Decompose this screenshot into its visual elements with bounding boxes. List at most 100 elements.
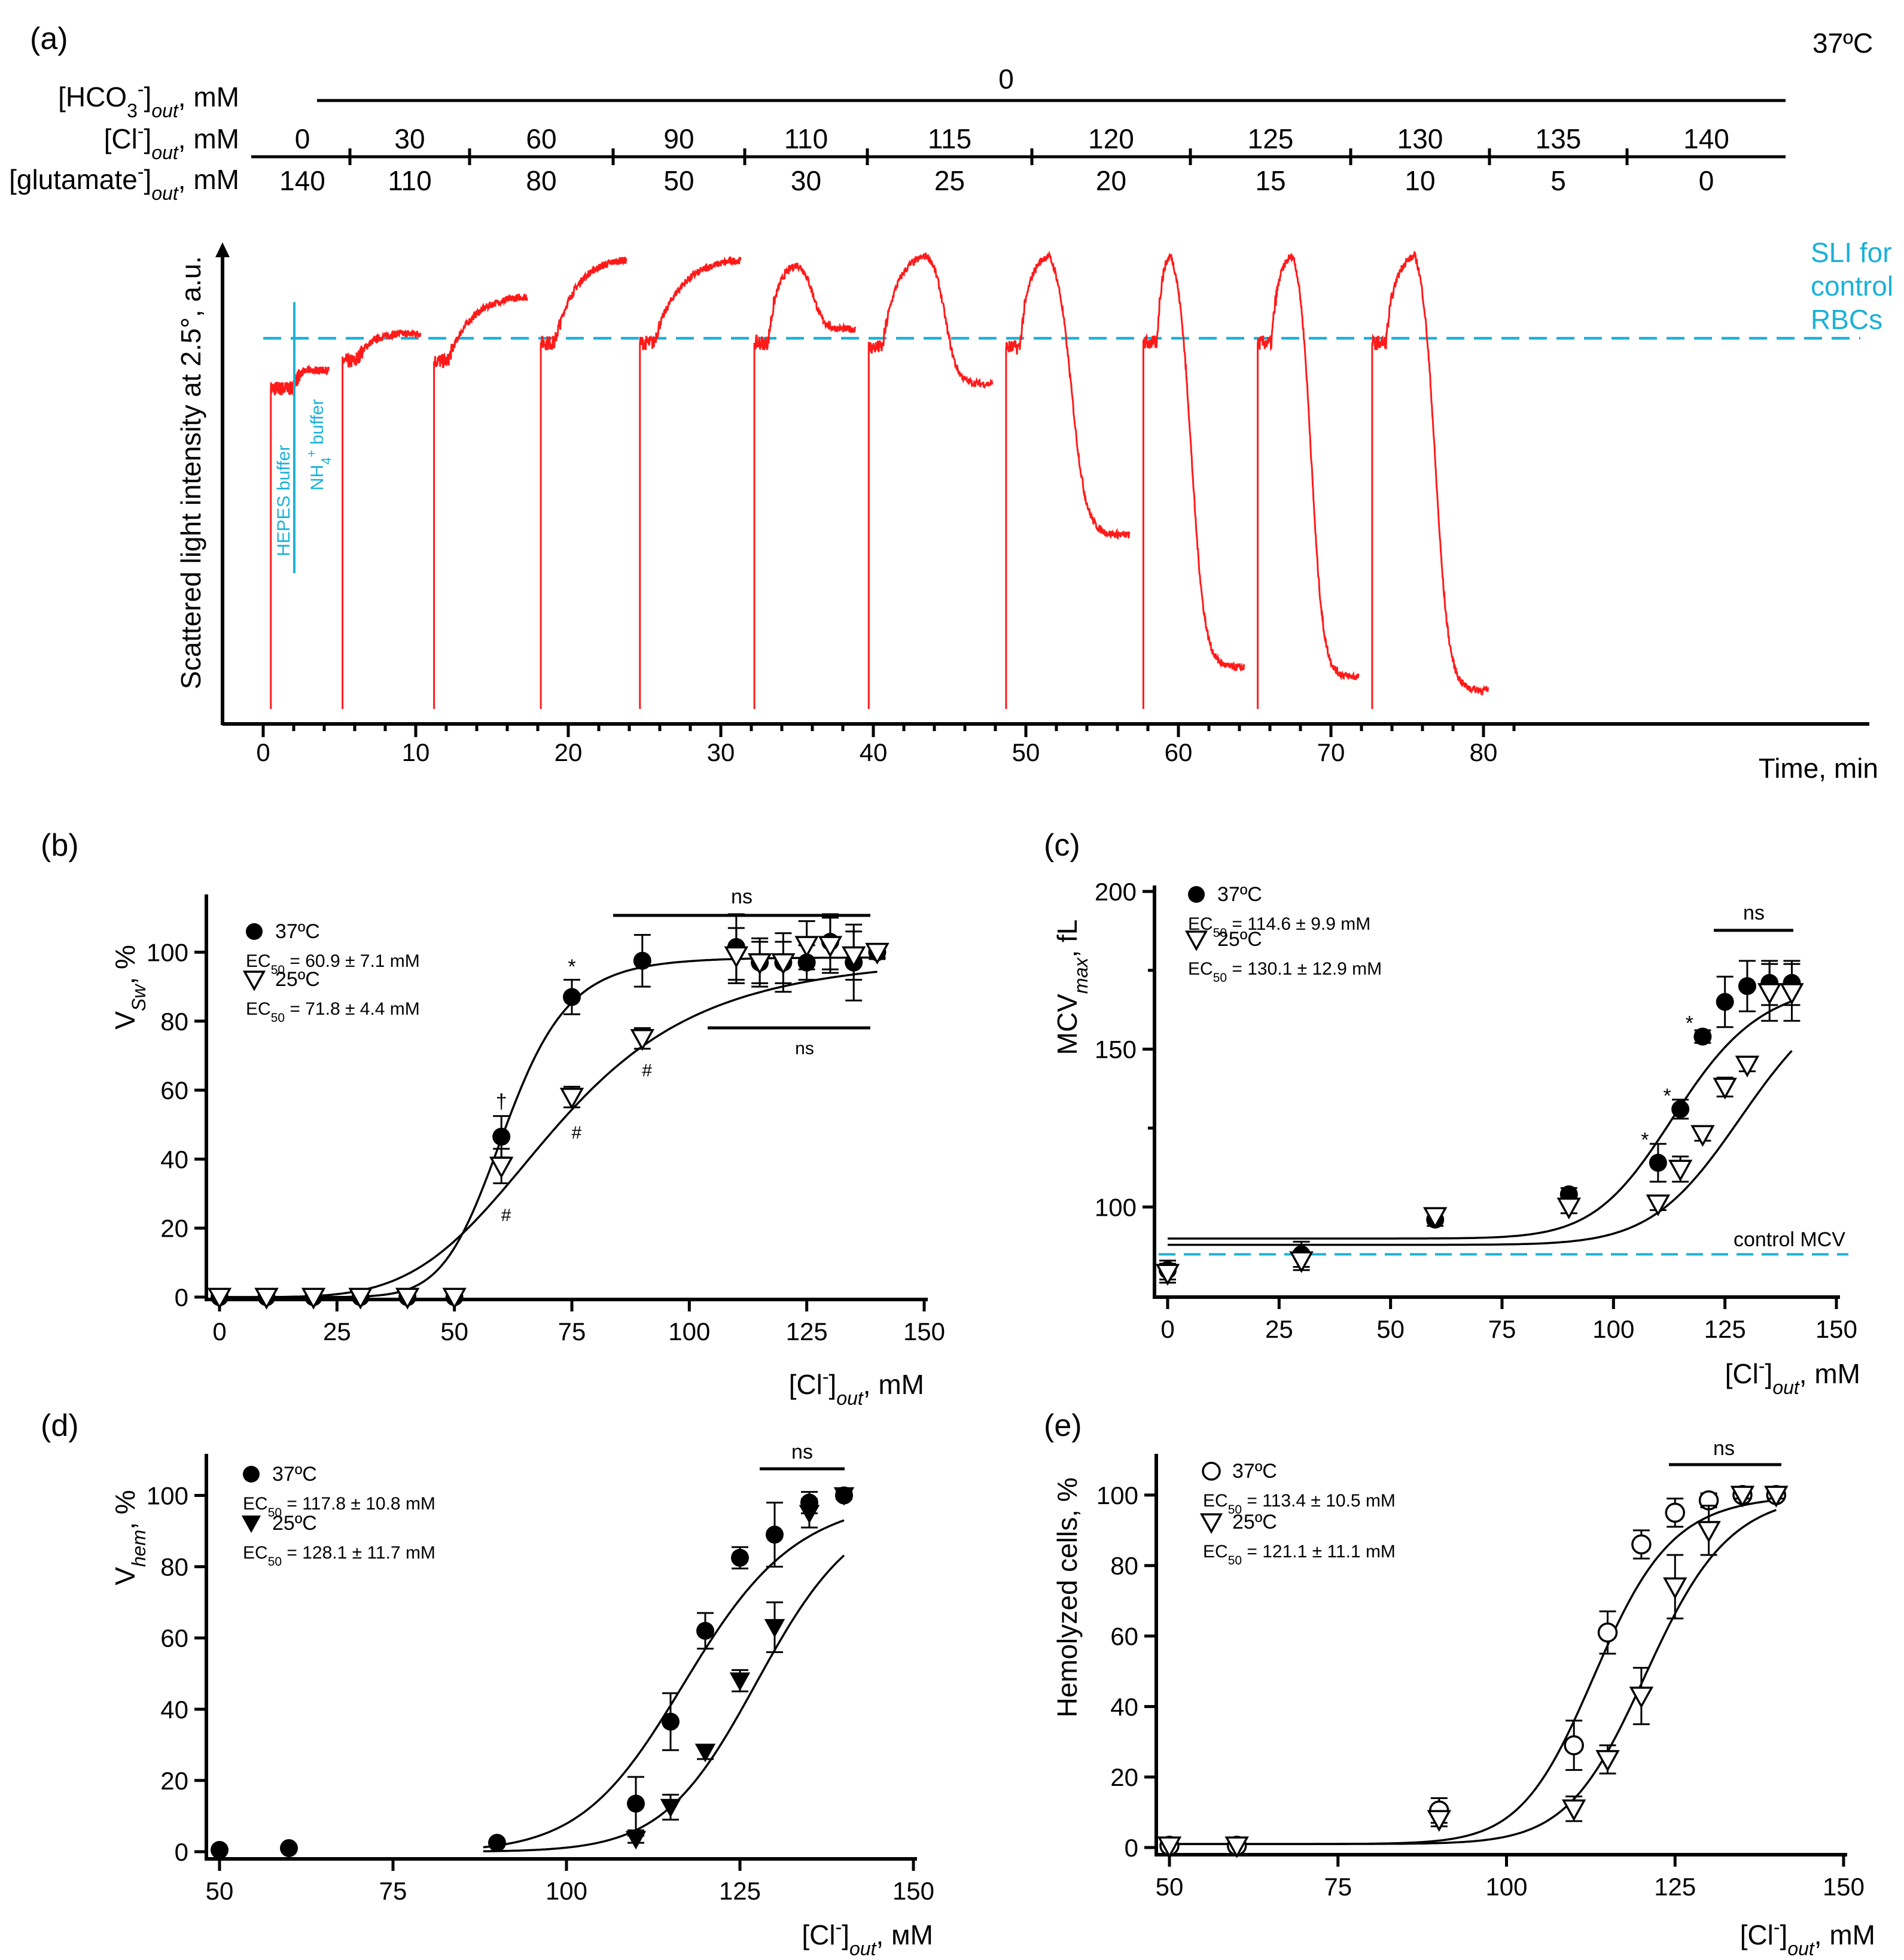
panel-c-point-1 (1289, 1251, 1314, 1273)
panel-e-legend-s2-ec50: EC50 = 121.1 ± 11.1 mM (1203, 1542, 1396, 1568)
panel-c-point-1 (1556, 1197, 1582, 1220)
panel-b-hash-1: # (501, 1206, 511, 1225)
panel-e-y-tick-label: 60 (1110, 1623, 1138, 1651)
cl-value: 125 (1248, 123, 1294, 154)
panel-e-point-0 (1597, 1622, 1618, 1643)
glutamate-value: 30 (791, 165, 821, 196)
glutamate-value: 5 (1550, 165, 1566, 196)
panel-c-ns: ns (1743, 902, 1765, 924)
panel-c-star-2: * (1686, 1012, 1693, 1034)
panel-a-x-tick-label: 30 (707, 738, 735, 766)
panel-b-ns-top: ns (731, 885, 753, 908)
panel-e-y-tick-label: 40 (1110, 1693, 1138, 1721)
panel-a-x-tick-label: 40 (860, 738, 888, 766)
panel-c-legend-s2-ec50: EC50 = 130.1 ± 12.9 mM (1188, 959, 1382, 985)
panel-a-xlabel: Time, min (1759, 753, 1878, 784)
panel-e-x-tick-label: 125 (1654, 1873, 1696, 1901)
panel-d-letter: (d) (41, 1408, 79, 1443)
panel-c: (c) MCVmax, fL [Cl-]out, mM 0 25 50 75 100 12… (1044, 828, 1860, 1398)
trace-cl-125 (1005, 250, 1131, 709)
panel-b-hash-2: # (572, 1123, 582, 1143)
panel-b-star: * (568, 955, 575, 978)
panel-d-point-0 (731, 1548, 749, 1567)
panel-d-point-1 (694, 1743, 716, 1763)
panel-c-x-tick-label: 125 (1704, 1315, 1746, 1343)
trace-cl-135 (1257, 253, 1360, 709)
panel-b-point-1 (207, 1288, 232, 1310)
panel-d-y-tick-label: 80 (160, 1553, 188, 1581)
panel-a-x-tick-label: 60 (1165, 738, 1193, 766)
cl-value: 0 (295, 123, 310, 154)
panel-d-legend-s2: 25ºC (272, 1512, 317, 1535)
panel-e-point-1 (1730, 1486, 1755, 1508)
panel-c-legend-marker-2 (1184, 930, 1208, 951)
panel-e-point-1 (1663, 1577, 1687, 1599)
hepes-buffer-label: HEPES buffer (274, 445, 294, 556)
panel-c-y-tick-label: 200 (1095, 878, 1137, 906)
glutamate-value: 0 (1699, 165, 1714, 196)
panel-c-point-1 (1690, 1125, 1715, 1147)
panel-d-x-tick-label: 100 (546, 1877, 587, 1905)
panel-d-y-tick-label: 60 (160, 1624, 188, 1652)
panel-a: (a) 37ºC [HCO3-]out, mM [Cl-]out, mM [gl… (9, 22, 1893, 784)
panel-b-point-1 (395, 1288, 420, 1310)
trace-cl-110 (639, 255, 742, 709)
panel-a-x-tick-label: 70 (1317, 738, 1345, 766)
panel-c-x-tick-label: 25 (1265, 1315, 1293, 1343)
trace-cl-30 (342, 328, 422, 709)
panel-c-x-tick-label: 0 (1160, 1315, 1174, 1343)
panel-c-point-1 (1780, 983, 1804, 1005)
panel-e-point-1 (1696, 1521, 1721, 1543)
panel-c-point-1 (1713, 1078, 1737, 1100)
panel-e-point-1 (1157, 1836, 1182, 1858)
panel-a-axes: 0 10 20 30 40 50 60 70 80 (215, 242, 1869, 766)
panel-c-point-1 (1735, 1055, 1760, 1078)
panel-b-legend-marker-1 (246, 923, 263, 940)
cl-value: 90 (663, 123, 694, 154)
panel-d-legend-s2-ec50: EC50 = 128.1 ± 11.7 mM (243, 1543, 435, 1569)
panel-d-point-0 (280, 1839, 298, 1858)
panel-d-point-1 (833, 1487, 855, 1506)
panel-e-x-tick-label: 100 (1485, 1873, 1527, 1901)
cl-value: 110 (784, 123, 828, 154)
panel-b-point-1 (442, 1288, 467, 1310)
panel-d-legend-marker-2 (241, 1515, 261, 1533)
panel-c-point-0 (1738, 977, 1756, 996)
panel-e-x-tick-label: 75 (1324, 1873, 1352, 1901)
panel-e-x-tick-label: 50 (1156, 1873, 1184, 1901)
panel-b-point-1 (841, 946, 866, 969)
panel-c-star-1: * (1664, 1085, 1671, 1107)
panel-d-point-0 (696, 1621, 714, 1640)
panel-b-fit-1 (220, 970, 878, 1298)
panel-b-x-tick-label: 100 (668, 1317, 710, 1346)
panel-b-point-1 (254, 1288, 279, 1310)
panel-b-ylabel: VSw, % (109, 945, 150, 1030)
panel-e-point-0 (1564, 1735, 1584, 1755)
sli-label-line-1: SLI for (1811, 237, 1892, 268)
cl-value: 140 (1683, 123, 1729, 154)
panel-b-point-1 (348, 1288, 373, 1310)
panel-b-point-1 (489, 1156, 514, 1179)
glutamate-row-label: [glutamate-]out, mM (9, 161, 239, 204)
glutamate-value: 50 (663, 165, 694, 196)
panel-e-legend-s2: 25ºC (1232, 1511, 1277, 1533)
panel-c-x-tick-label: 50 (1376, 1315, 1405, 1343)
panel-d-legend-marker-1 (243, 1466, 260, 1483)
panel-c-letter: (c) (1044, 828, 1080, 863)
panel-d-xlabel: [Cl-]out, мM (802, 1916, 933, 1959)
panel-b-point-1 (559, 1088, 584, 1110)
panel-a-x-tick-label: 10 (402, 738, 430, 766)
panel-b-legend-s2: 25ºC (275, 968, 320, 991)
panel-e-ylabel: Hemolyzed cells, % (1052, 1477, 1083, 1717)
panel-d-point-1 (764, 1619, 785, 1638)
panel-d-y-tick-label: 0 (175, 1838, 188, 1866)
panel-e-point-1 (1629, 1687, 1654, 1709)
panel-e-xlabel: [Cl-]out, mM (1740, 1916, 1875, 1959)
panel-d-point-0 (662, 1712, 680, 1731)
panel-b-x-tick-label: 125 (786, 1317, 828, 1346)
panel-b: (b) VSw, % [Cl-]out, mM 0 25 50 75 100 125 150… (41, 828, 945, 1409)
panel-b-point-1 (630, 1029, 655, 1051)
panel-d-y-tick-label: 20 (160, 1767, 188, 1795)
panel-b-y-tick-label: 60 (160, 1076, 188, 1104)
panel-e-y-tick-label: 100 (1096, 1481, 1138, 1509)
